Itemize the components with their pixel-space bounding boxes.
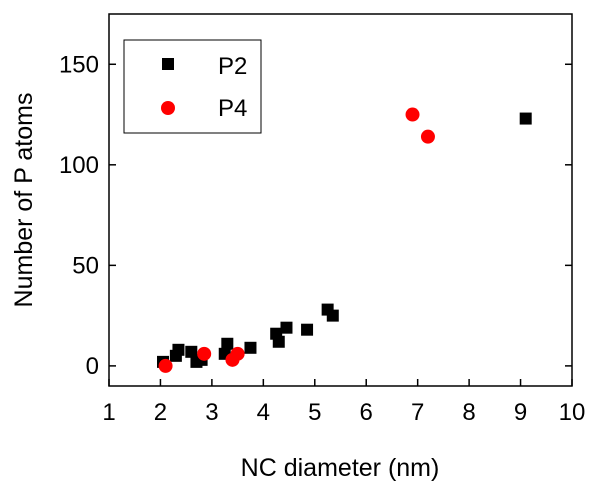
x-tick-label: 1	[102, 399, 115, 426]
y-tick-label: 50	[72, 252, 99, 279]
data-markers	[157, 107, 532, 373]
legend-marker-p4	[161, 101, 175, 115]
data-point-p2	[280, 321, 293, 334]
data-point-p2	[301, 323, 314, 336]
data-point-p4	[420, 129, 435, 144]
x-tick-label: 4	[257, 399, 270, 426]
data-point-p4	[158, 358, 173, 373]
x-tick-label: 3	[205, 399, 218, 426]
x-tick-label: 5	[308, 399, 321, 426]
data-point-p2	[244, 341, 257, 354]
legend-box	[123, 39, 262, 134]
y-tick-label: 100	[59, 152, 99, 179]
y-tick-label: 0	[86, 353, 99, 380]
x-tick-label: 6	[360, 399, 373, 426]
data-point-p2	[272, 335, 285, 348]
y-axis-label: Number of P atoms	[10, 93, 38, 308]
legend-label-p4: P4	[218, 95, 247, 122]
plot-area	[108, 13, 573, 387]
data-point-p2	[221, 337, 234, 350]
x-axis-label: NC diameter (nm)	[241, 454, 440, 482]
legend-marker-p2	[162, 58, 174, 70]
y-tick-label: 150	[59, 51, 99, 78]
legend-label-p2: P2	[218, 53, 247, 80]
x-axis-ticks: 1 2 3 4 5 6 7 8 9 10	[102, 379, 585, 426]
data-point-p4	[197, 346, 212, 361]
x-tick-label: 2	[154, 399, 167, 426]
x-tick-label: 9	[514, 399, 527, 426]
data-point-p2	[519, 112, 532, 125]
data-point-p2	[172, 343, 185, 356]
x-tick-label: 10	[559, 399, 586, 426]
data-point-p4	[230, 346, 245, 361]
x-tick-label: 7	[411, 399, 424, 426]
data-point-p4	[405, 107, 420, 122]
data-point-p2	[326, 309, 339, 322]
data-point-p2	[185, 345, 198, 358]
x-tick-label: 8	[462, 399, 475, 426]
y-axis-ticks: 0 50 100 150	[59, 51, 572, 380]
legend: P2 P4	[123, 39, 262, 134]
